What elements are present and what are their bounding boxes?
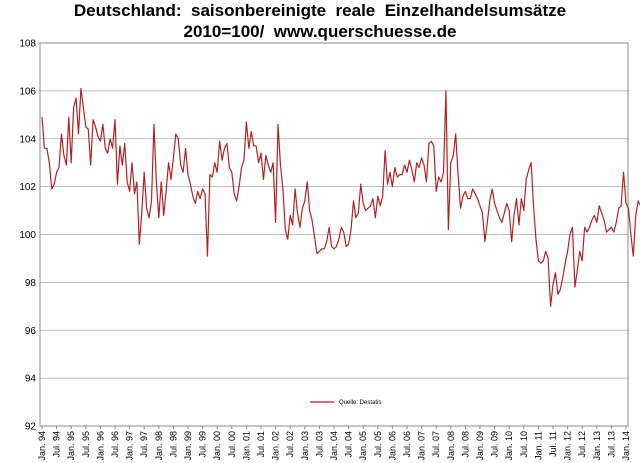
x-tick-label: Jan. 03: [300, 431, 310, 461]
x-tick-label: Jan. 07: [417, 431, 427, 461]
x-tick-label: Jan. 99: [183, 431, 193, 461]
y-tick-label: 98: [25, 278, 37, 289]
x-tick-label: Jul. 03: [314, 431, 324, 458]
x-axis: Jan. 94 Jul. 94 Jan. 95 Jul. 95 Jan. 96 Jul. …: [37, 426, 631, 461]
x-tick-label: Jan. 98: [154, 431, 164, 461]
y-tick-label: 106: [19, 86, 36, 97]
y-tick-label: 100: [19, 230, 36, 241]
x-tick-label: Jan. 06: [387, 431, 397, 461]
x-tick-label: Jan. 95: [66, 431, 76, 461]
legend: Quelle: Destatis: [310, 400, 381, 406]
x-tick-label: Jul. 06: [402, 431, 412, 458]
x-tick-label: Jan. 12: [563, 431, 573, 461]
chart-subtitle: 2010=100/ www.querschuesse.de: [183, 22, 457, 41]
x-tick-label: Jan. 14: [621, 431, 631, 461]
y-tick-label: 94: [25, 374, 37, 385]
x-tick-label: Jul. 09: [490, 431, 500, 458]
x-tick-label: Jul. 01: [256, 431, 266, 458]
x-tick-label: Jan. 02: [271, 431, 281, 461]
y-tick-label: 92: [25, 422, 37, 433]
x-tick-label: Jul. 12: [577, 431, 587, 458]
y-tick-label: 104: [19, 134, 36, 145]
x-tick-label: Jan. 09: [475, 431, 485, 461]
x-tick-label: Jan. 08: [446, 431, 456, 461]
x-tick-label: Jan. 94: [37, 431, 47, 461]
x-tick-label: Jan. 01: [241, 431, 251, 461]
x-tick-label: Jul. 00: [227, 431, 237, 458]
gridlines: [40, 90, 628, 379]
x-tick-label: Jul. 94: [52, 431, 62, 458]
x-tick-label: Jul. 95: [81, 431, 91, 458]
x-tick-label: Jul. 04: [344, 431, 354, 458]
x-tick-label: Jul. 99: [198, 431, 208, 458]
x-tick-label: Jan. 05: [358, 431, 368, 461]
x-tick-label: Jan. 10: [504, 431, 514, 461]
x-tick-label: Jul. 97: [139, 431, 149, 458]
x-tick-label: Jan. 00: [212, 431, 222, 461]
y-tick-label: 96: [25, 326, 37, 337]
x-tick-label: Jul. 96: [110, 431, 120, 458]
x-tick-label: Jul. 98: [168, 431, 178, 458]
x-tick-label: Jul. 10: [519, 431, 529, 458]
x-tick-label: Jan. 96: [95, 431, 105, 461]
x-tick-label: Jul. 05: [373, 431, 383, 458]
x-tick-label: Jul. 11: [548, 431, 558, 457]
y-axis: 92 94 96 98 100 102 104 106 108: [19, 39, 36, 433]
x-tick-label: Jul. 02: [285, 431, 295, 458]
x-tick-label: Jan. 11: [533, 431, 543, 460]
x-tick-label: Jan. 04: [329, 431, 339, 461]
series-line-destatis: [41, 87, 640, 307]
chart-title: Deutschland: saisonbereinigte reale Einz…: [73, 1, 567, 20]
x-tick-label: Jul. 07: [431, 431, 441, 458]
y-tick-label: 102: [19, 182, 36, 193]
legend-label: Quelle: Destatis: [339, 400, 381, 406]
x-tick-label: Jul. 13: [606, 431, 616, 458]
x-tick-label: Jul. 08: [460, 431, 470, 458]
x-tick-label: Jan. 13: [592, 431, 602, 461]
y-tick-label: 108: [19, 39, 36, 50]
x-tick-label: Jan. 97: [125, 431, 135, 461]
